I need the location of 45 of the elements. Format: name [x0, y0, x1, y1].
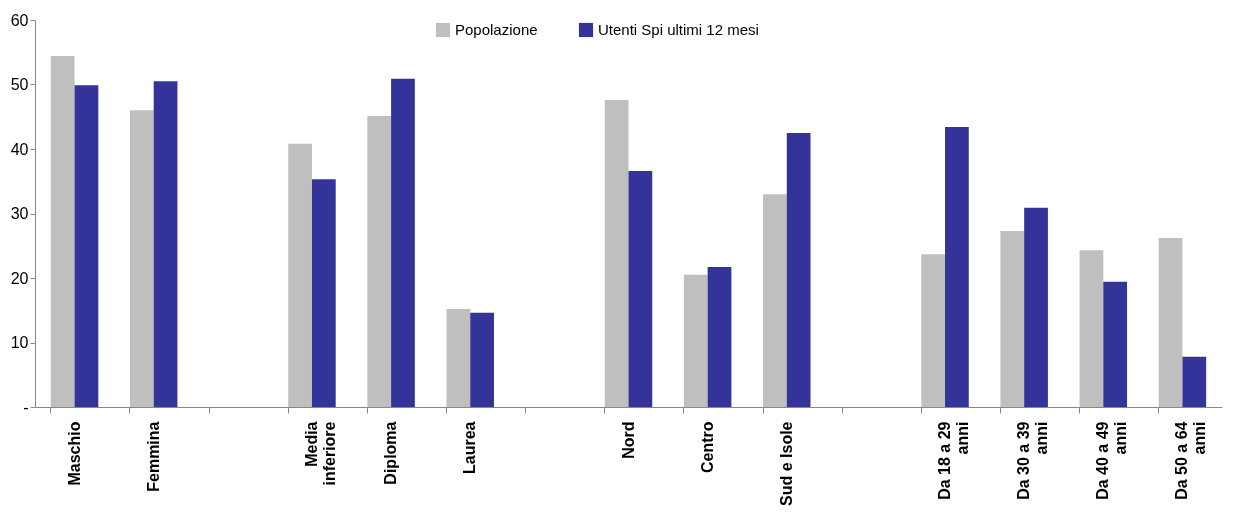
bar [470, 312, 494, 407]
bar [288, 143, 312, 407]
bar [1079, 250, 1104, 407]
y-tick-label: 30 [10, 205, 29, 222]
y-tick-label: 20 [10, 269, 29, 287]
bar [921, 254, 946, 407]
bar [1000, 230, 1025, 407]
x-tick-label: Maschio [65, 421, 83, 486]
bar [1182, 356, 1207, 407]
x-tick-label: Laurea [461, 421, 479, 474]
y-tick-label: - [23, 398, 29, 416]
bar [367, 116, 392, 407]
legend-label: Popolazione [455, 21, 538, 38]
bar [763, 194, 787, 407]
bar [153, 81, 178, 407]
x-tick-label: Nord [619, 421, 637, 459]
bar [391, 78, 415, 407]
bar [707, 267, 732, 407]
bar [129, 110, 154, 407]
x-tick-label: Femmina [144, 421, 162, 492]
bar [74, 85, 99, 407]
bar [683, 274, 708, 407]
legend-label: Utenti Spi ultimi 12 mesi [598, 21, 759, 38]
x-tick-label: Da 30 a 39 anni [1015, 421, 1051, 500]
y-tick-label: 60 [10, 11, 29, 29]
x-tick-label: Sud e Isole [777, 421, 795, 506]
bar [1158, 238, 1183, 407]
y-tick-label: 10 [10, 334, 29, 351]
x-tick-label: Da 40 a 49 anni [1094, 421, 1130, 500]
bar [50, 56, 75, 407]
x-tick-label: Diploma [382, 421, 400, 485]
bar [786, 132, 811, 407]
bar [1103, 281, 1128, 407]
x-tick-label: Centro [698, 421, 716, 474]
bar [311, 179, 336, 407]
bar [1024, 207, 1048, 407]
bar [628, 170, 653, 407]
bar [446, 308, 471, 407]
x-tick-label: Media inferiore [302, 421, 338, 486]
y-tick-label: 40 [10, 140, 29, 158]
x-tick-label: Da 50 a 64 anni [1173, 421, 1209, 500]
x-tick-label: Da 18 a 29 anni [936, 421, 972, 500]
y-tick-label: 50 [10, 76, 29, 93]
bar [604, 99, 629, 407]
bar [945, 127, 969, 407]
